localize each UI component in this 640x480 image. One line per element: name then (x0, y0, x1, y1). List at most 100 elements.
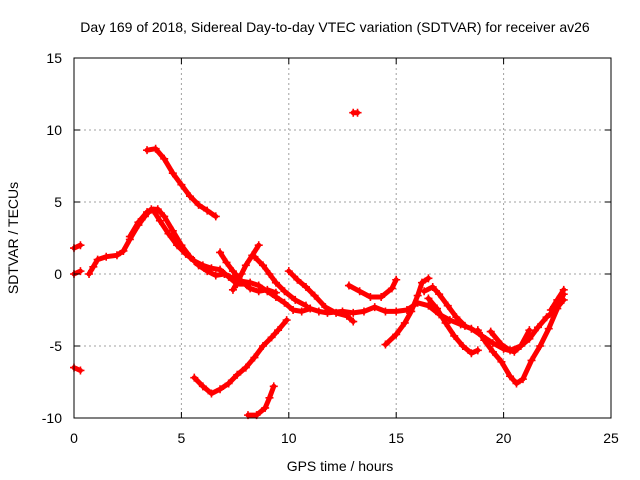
data-point (527, 356, 536, 365)
y-tick-label: 0 (54, 266, 62, 282)
data-point (488, 339, 497, 348)
data-point (190, 257, 199, 266)
data-point (198, 382, 207, 391)
data-point (280, 298, 289, 307)
x-tick-label: 15 (388, 430, 404, 446)
data-point (428, 282, 437, 291)
data-point (424, 274, 433, 283)
data-point (417, 278, 426, 287)
x-tick-label: 10 (281, 430, 297, 446)
data-point (190, 373, 199, 382)
data-point (420, 287, 429, 296)
series-track-20 (546, 285, 568, 314)
series-track-6 (143, 144, 220, 221)
data-point (435, 290, 444, 299)
data-point (211, 271, 220, 280)
series-track-15 (381, 274, 433, 349)
data-point (377, 293, 386, 302)
data-point (222, 258, 231, 267)
data-point (301, 301, 310, 310)
data-point (359, 307, 368, 316)
data-point (460, 321, 469, 330)
data-point (387, 284, 396, 293)
series-track-10 (228, 241, 263, 294)
data-point (301, 282, 310, 291)
data-point (407, 307, 416, 316)
data-point (76, 241, 85, 250)
data-point (160, 154, 169, 163)
axis-ticks (73, 57, 612, 419)
data-point (546, 306, 555, 314)
data-point (271, 288, 280, 297)
data-point (102, 252, 111, 261)
data-point (525, 326, 534, 335)
data-point (85, 270, 94, 278)
y-tick-label: -10 (42, 410, 62, 426)
data-point (149, 206, 158, 215)
data-point (237, 270, 246, 278)
data-point (512, 379, 521, 388)
data-point (486, 327, 495, 336)
data-point (89, 262, 98, 271)
data-point (263, 285, 272, 294)
data-point (271, 278, 280, 287)
series-track-3 (70, 363, 85, 375)
data-point (168, 169, 177, 178)
series-track-18 (473, 290, 568, 388)
data-point (392, 275, 401, 284)
data-point (119, 246, 128, 255)
data-series (70, 108, 568, 420)
x-tick-label: 5 (178, 430, 186, 446)
data-point (254, 241, 263, 250)
data-point (559, 285, 568, 294)
data-point (553, 295, 562, 304)
series-track-1 (70, 241, 85, 253)
x-tick-labels: 0 5 10 15 20 25 (70, 430, 619, 446)
y-tick-label: 10 (46, 122, 62, 138)
data-point (536, 342, 545, 350)
data-point (413, 291, 422, 300)
data-point (203, 206, 212, 215)
data-point (254, 287, 263, 296)
data-point (284, 267, 293, 276)
data-point (392, 330, 401, 339)
data-point (488, 347, 497, 356)
data-point (349, 317, 358, 326)
data-point (259, 261, 268, 270)
data-point (224, 379, 233, 388)
data-point (76, 267, 85, 276)
series-track-8 (243, 382, 278, 420)
data-point (269, 382, 278, 391)
series-track-9 (216, 248, 280, 297)
data-point (473, 346, 482, 355)
data-point (473, 326, 482, 335)
chart-title: Day 169 of 2018, Sidereal Day-to-day VTE… (80, 19, 590, 35)
data-point (467, 349, 476, 358)
series-track-16 (420, 282, 469, 330)
data-point (289, 306, 298, 314)
data-point (250, 353, 259, 362)
plot-frame (73, 57, 612, 419)
data-point (259, 342, 268, 350)
data-point (216, 265, 225, 274)
data-point (353, 108, 362, 117)
data-point (274, 326, 283, 335)
data-point (228, 267, 237, 276)
y-tick-labels: -10 -5 0 5 10 15 (42, 50, 62, 426)
y-tick-label: 15 (46, 50, 62, 66)
data-point (233, 370, 242, 379)
data-point (194, 200, 203, 209)
data-point (381, 340, 390, 349)
data-point (349, 308, 358, 317)
y-axis-label: SDTVAR / TECUs (5, 182, 21, 294)
data-point (93, 255, 102, 264)
data-point (533, 323, 542, 332)
data-point (497, 357, 506, 366)
data-point (506, 372, 515, 381)
data-point (293, 275, 302, 284)
data-point (177, 180, 186, 189)
data-point (265, 393, 274, 402)
series-track-14 (344, 275, 401, 302)
data-point (381, 307, 390, 316)
